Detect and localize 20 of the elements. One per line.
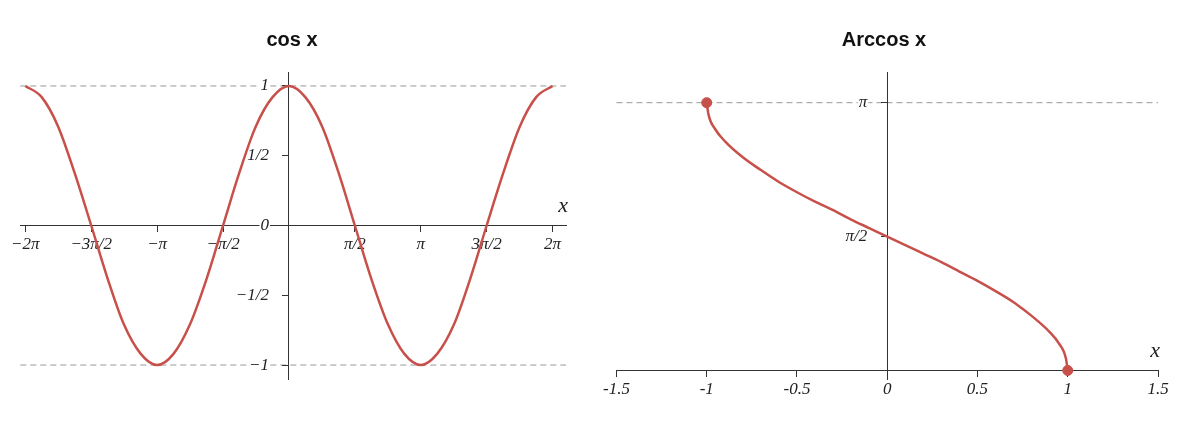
chart-title: cos x: [266, 27, 318, 50]
x-tick-label: 0.5: [966, 379, 989, 399]
x-axis-title: x: [1149, 337, 1161, 363]
x-tick-label: 1.5: [1147, 379, 1169, 399]
x-tick-label: -1: [699, 379, 714, 399]
y-tick-label: −1/2: [235, 284, 270, 304]
x-axis-title: x: [557, 192, 569, 218]
x-tick-label: 2π: [544, 234, 562, 254]
x-tick-label: −2π: [11, 234, 41, 254]
x-tick-label: 1: [1063, 379, 1072, 399]
x-tick-label: −π: [147, 234, 168, 254]
y-tick-label: 1: [260, 75, 269, 95]
chart-title: Arccos x: [841, 27, 927, 50]
y-tick-label: 0: [260, 214, 270, 234]
y-tick-label: −1: [248, 354, 269, 374]
x-tick-label: π: [416, 234, 426, 254]
x-tick-label: -0.5: [783, 379, 811, 399]
y-tick-label: 1/2: [247, 145, 270, 165]
x-tick-label: 0: [882, 379, 892, 399]
x-tick-label: -1.5: [602, 379, 630, 399]
